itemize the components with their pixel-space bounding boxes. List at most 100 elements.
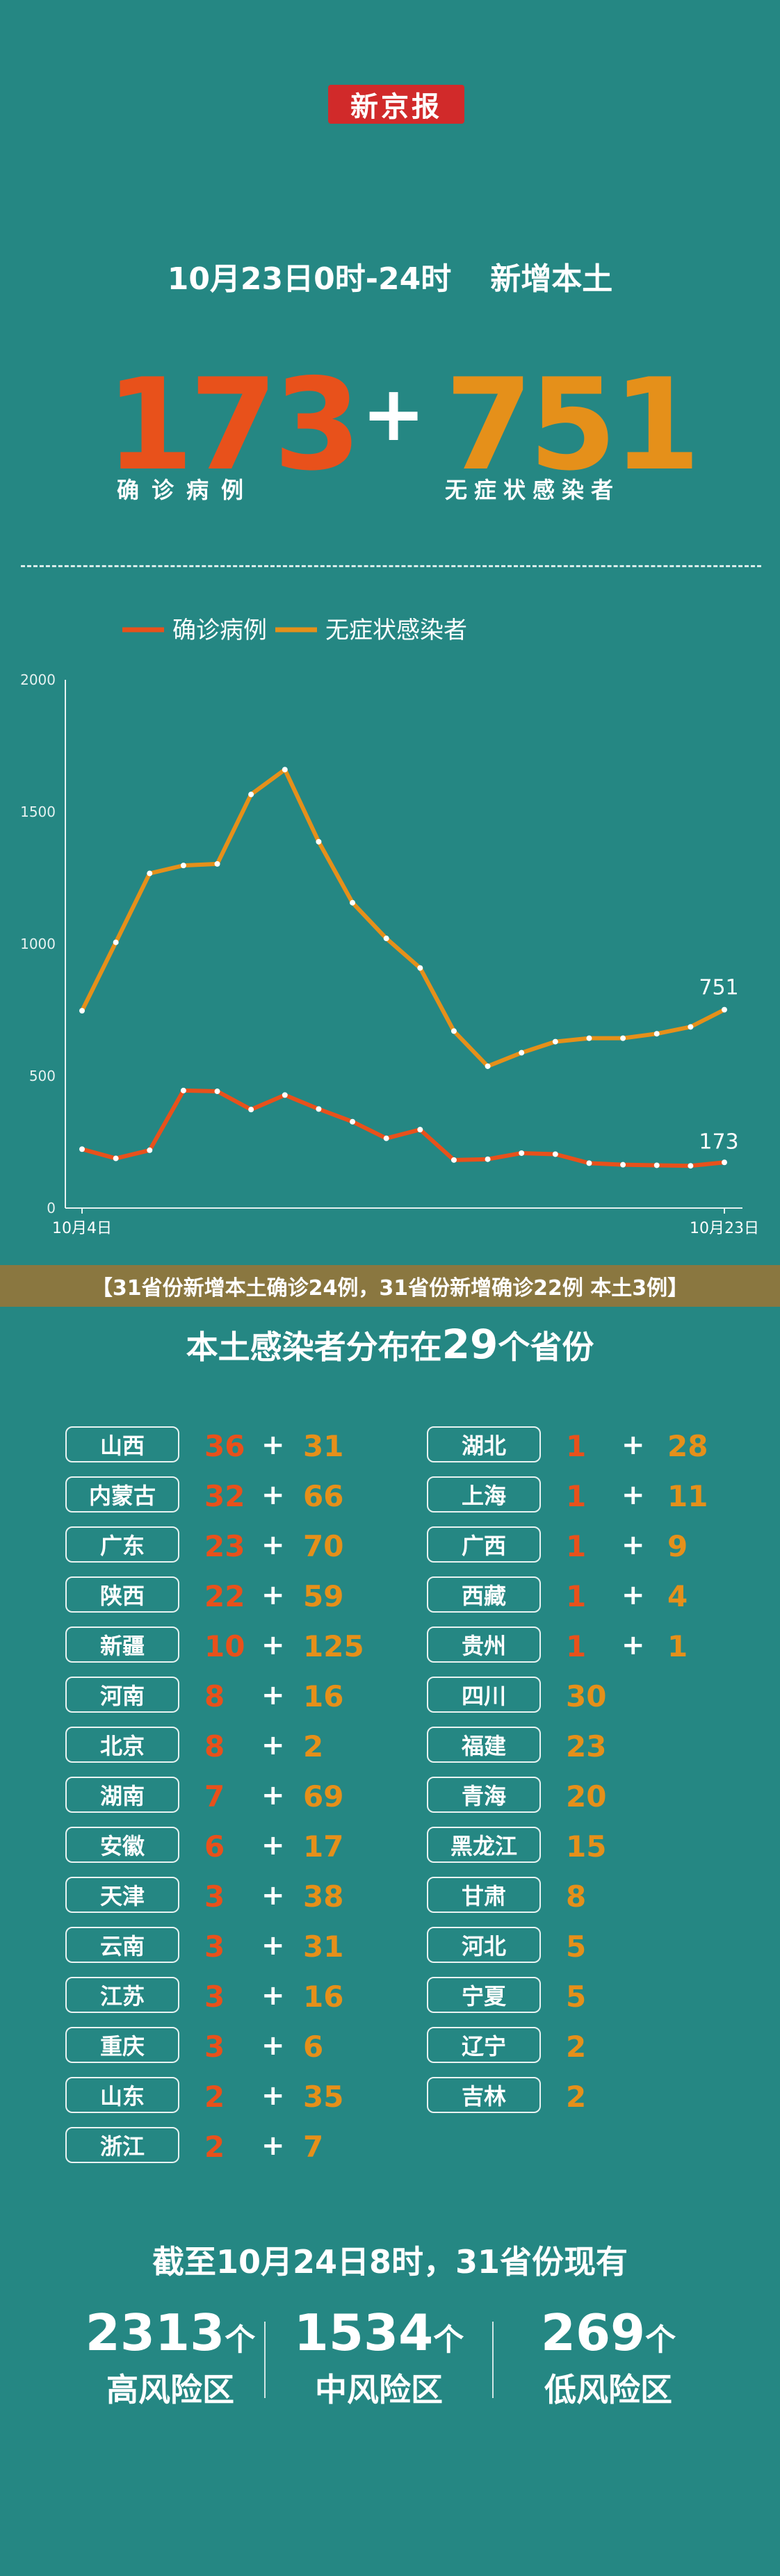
- province-confirmed: 10: [204, 1629, 245, 1663]
- x-tick-label: 10月4日: [52, 1220, 112, 1237]
- data-point: [282, 1092, 288, 1098]
- plus-sign: +: [261, 1729, 285, 1761]
- province-confirmed: 1: [566, 1579, 587, 1613]
- province-asymptomatic: 17: [303, 1829, 344, 1864]
- confirmed-total: 173: [106, 351, 361, 498]
- data-point: [350, 899, 356, 906]
- province-name: 黑龙江: [427, 1827, 541, 1863]
- x-tick-label: 10月23日: [690, 1220, 759, 1237]
- risk-area-label: 高风险区: [106, 2371, 234, 2408]
- plus-sign: +: [621, 1429, 645, 1461]
- data-point: [350, 1118, 356, 1125]
- data-point: [316, 1106, 322, 1112]
- province-name: 山西: [65, 1426, 179, 1462]
- risk-area-item: 2313个 高风险区: [42, 2308, 299, 2411]
- province-confirmed: 3: [204, 1980, 225, 2014]
- data-point: [79, 1146, 85, 1152]
- data-point: [383, 1135, 389, 1141]
- risk-area-count: 2313: [85, 2304, 225, 2362]
- data-point: [79, 1008, 85, 1014]
- plus-sign: +: [261, 1980, 285, 2012]
- data-point: [383, 936, 389, 942]
- plus-sign: +: [261, 1829, 285, 1861]
- province-name: 贵州: [427, 1627, 541, 1663]
- end-label-asymptomatic: 751: [699, 976, 738, 1000]
- province-name: 内蒙古: [65, 1476, 179, 1513]
- data-point: [214, 861, 220, 867]
- data-point: [586, 1160, 592, 1166]
- province-asymptomatic: 31: [303, 1429, 344, 1463]
- totals-plus: +: [361, 369, 426, 458]
- province-name: 吉林: [427, 2077, 541, 2113]
- province-asymptomatic: 1: [667, 1629, 688, 1663]
- end-label-confirmed: 173: [699, 1130, 738, 1154]
- y-tick-label: 1000: [20, 936, 56, 952]
- risk-area-unit: 个: [433, 2322, 464, 2358]
- data-point: [282, 767, 288, 773]
- chart-legend: 确诊病例 无症状感染者: [122, 617, 467, 644]
- plus-sign: +: [621, 1629, 645, 1661]
- province-asymptomatic: 2: [566, 2030, 587, 2064]
- data-point: [450, 1028, 457, 1034]
- asymptomatic-total: 751: [445, 351, 701, 498]
- province-asymptomatic: 7: [303, 2130, 324, 2164]
- date-range: 10月23日0时-24时: [167, 261, 452, 297]
- province-asymptomatic: 5: [566, 1930, 587, 1964]
- data-point: [450, 1157, 457, 1163]
- data-point: [688, 1024, 694, 1030]
- province-name: 湖北: [427, 1426, 541, 1462]
- trend-line-chart: 确诊病例 无症状感染者 0 500 1000 1500 2000 10月4日 10月23日…: [20, 617, 759, 1237]
- province-asymptomatic: 9: [667, 1529, 688, 1563]
- newspaper-logo: 新京报: [328, 85, 464, 124]
- province-asymptomatic: 35: [303, 2080, 344, 2114]
- data-point: [417, 965, 423, 971]
- data-point: [653, 1031, 660, 1037]
- province-asymptomatic: 69: [303, 1779, 344, 1813]
- data-point: [214, 1089, 220, 1095]
- risk-area-unit: 个: [225, 2322, 256, 2358]
- province-name: 陕西: [65, 1576, 179, 1613]
- distribution-title-suffix: 个省份: [498, 1328, 594, 1366]
- province-name: 西藏: [427, 1576, 541, 1613]
- y-tick-label: 0: [47, 1200, 56, 1216]
- province-confirmed: 3: [204, 2030, 225, 2064]
- y-tick-label: 2000: [20, 671, 56, 688]
- y-tick-label: 500: [29, 1068, 56, 1084]
- province-confirmed: 3: [204, 1930, 225, 1964]
- data-point: [653, 1162, 660, 1168]
- plus-sign: +: [261, 2130, 285, 2162]
- province-name: 安徽: [65, 1827, 179, 1863]
- province-name: 湖南: [65, 1777, 179, 1813]
- province-asymptomatic: 2: [566, 2080, 587, 2114]
- province-asymptomatic: 16: [303, 1980, 344, 2014]
- province-asymptomatic: 15: [566, 1829, 607, 1864]
- plus-sign: +: [261, 1880, 285, 1911]
- province-asymptomatic: 59: [303, 1579, 344, 1613]
- province-confirmed: 2: [204, 2130, 225, 2164]
- province-confirmed: 7: [204, 1779, 225, 1813]
- province-asymptomatic: 125: [303, 1629, 364, 1663]
- province-confirmed: 1: [566, 1529, 587, 1563]
- data-point: [688, 1163, 694, 1169]
- data-point: [147, 1147, 153, 1153]
- plus-sign: +: [621, 1529, 645, 1561]
- province-name: 河南: [65, 1677, 179, 1713]
- data-point: [113, 1155, 119, 1161]
- province-name: 云南: [65, 1927, 179, 1963]
- province-asymptomatic: 30: [566, 1679, 607, 1713]
- province-name: 广西: [427, 1526, 541, 1563]
- province-name: 重庆: [65, 2027, 179, 2063]
- risk-divider-1: [264, 2322, 266, 2398]
- data-point: [180, 863, 186, 869]
- province-asymptomatic: 11: [667, 1479, 708, 1513]
- asymptomatic-total-label: 无症状感染者: [445, 477, 621, 503]
- province-confirmed: 1: [566, 1429, 587, 1463]
- province-count: 29: [441, 1321, 498, 1368]
- province-confirmed: 8: [204, 1679, 225, 1713]
- plus-sign: +: [261, 2080, 285, 2112]
- province-name: 甘肃: [427, 1877, 541, 1913]
- data-point: [485, 1156, 491, 1162]
- province-name: 山东: [65, 2077, 179, 2113]
- distribution-title-prefix: 本土感染者分布在: [186, 1328, 442, 1366]
- data-point: [552, 1151, 558, 1157]
